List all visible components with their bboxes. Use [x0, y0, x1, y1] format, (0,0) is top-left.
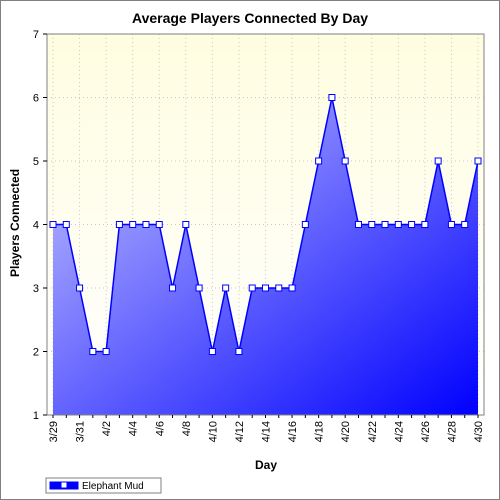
x-tick-label: 4/16	[287, 421, 299, 442]
x-tick-label: 4/10	[207, 421, 219, 442]
y-axis-title: Players Connected	[8, 169, 22, 277]
y-tick-label: 3	[33, 283, 39, 295]
x-tick-label: 4/30	[473, 421, 485, 442]
legend-label: Elephant Mud	[82, 481, 144, 492]
y-tick-label: 6	[33, 93, 39, 105]
x-tick-label: 3/31	[75, 421, 87, 442]
data-point	[368, 221, 376, 228]
data-point	[76, 284, 84, 292]
data-point	[102, 348, 110, 355]
y-tick-label: 5	[33, 156, 39, 168]
data-point	[275, 284, 283, 292]
x-tick-label: 3/29	[48, 421, 60, 442]
y-tick-label: 1	[33, 410, 39, 422]
data-point	[248, 284, 256, 292]
x-tick-label: 4/8	[181, 421, 193, 436]
legend-swatch-marker	[60, 481, 68, 489]
x-tick-label: 4/22	[367, 421, 379, 442]
x-tick-label: 4/26	[420, 421, 432, 442]
data-point	[115, 221, 123, 228]
data-point	[408, 221, 416, 228]
data-point	[381, 221, 389, 228]
legend-swatch	[49, 481, 79, 490]
x-tick-label: 4/20	[340, 421, 352, 442]
data-point	[195, 284, 203, 292]
y-tick-labels: 1 2 3 4 5 6 7	[33, 29, 39, 422]
data-point	[235, 348, 243, 355]
x-tick-label: 4/24	[393, 421, 405, 442]
y-tick-label: 2	[33, 347, 39, 359]
data-point	[49, 221, 57, 228]
axes	[43, 33, 485, 418]
legend: Elephant Mud	[45, 477, 162, 494]
x-tick-label: 4/28	[446, 421, 458, 442]
x-tick-label: 4/2	[101, 421, 113, 436]
data-point	[474, 157, 482, 165]
data-point	[62, 221, 70, 228]
data-point	[421, 221, 429, 228]
data-point	[89, 348, 97, 355]
x-tick-labels: 3/29 3/31 4/2 4/4 4/6 4/8 4/10 4/12 4/14 4/16 4/18…	[48, 421, 485, 442]
y-tick-label: 4	[33, 220, 39, 232]
data-point	[315, 157, 323, 165]
data-point	[222, 284, 230, 292]
x-tick-label: 4/12	[234, 421, 246, 442]
data-point	[288, 284, 296, 292]
x-tick-label: 4/4	[128, 421, 140, 436]
x-tick-label: 4/14	[261, 421, 273, 442]
chart-title: Average Players Connected By Day	[132, 10, 368, 26]
data-point	[301, 221, 309, 228]
y-tick-label: 7	[33, 29, 39, 41]
series-area-fill	[53, 97, 478, 415]
data-point	[328, 94, 336, 101]
data-markers	[49, 94, 482, 355]
data-point	[394, 221, 402, 228]
x-tick-label: 4/6	[154, 421, 166, 436]
data-point	[434, 157, 442, 165]
data-point	[447, 221, 455, 228]
data-point	[208, 348, 216, 355]
data-point	[354, 221, 362, 228]
data-point	[169, 284, 177, 292]
x-tick-label: 4/18	[314, 421, 326, 442]
data-point	[155, 221, 163, 228]
data-point	[129, 221, 137, 228]
data-point	[262, 284, 269, 292]
data-point	[341, 157, 349, 165]
data-point	[142, 221, 150, 228]
x-axis-title: Day	[255, 458, 277, 472]
data-point	[461, 221, 469, 228]
data-point	[182, 221, 190, 228]
